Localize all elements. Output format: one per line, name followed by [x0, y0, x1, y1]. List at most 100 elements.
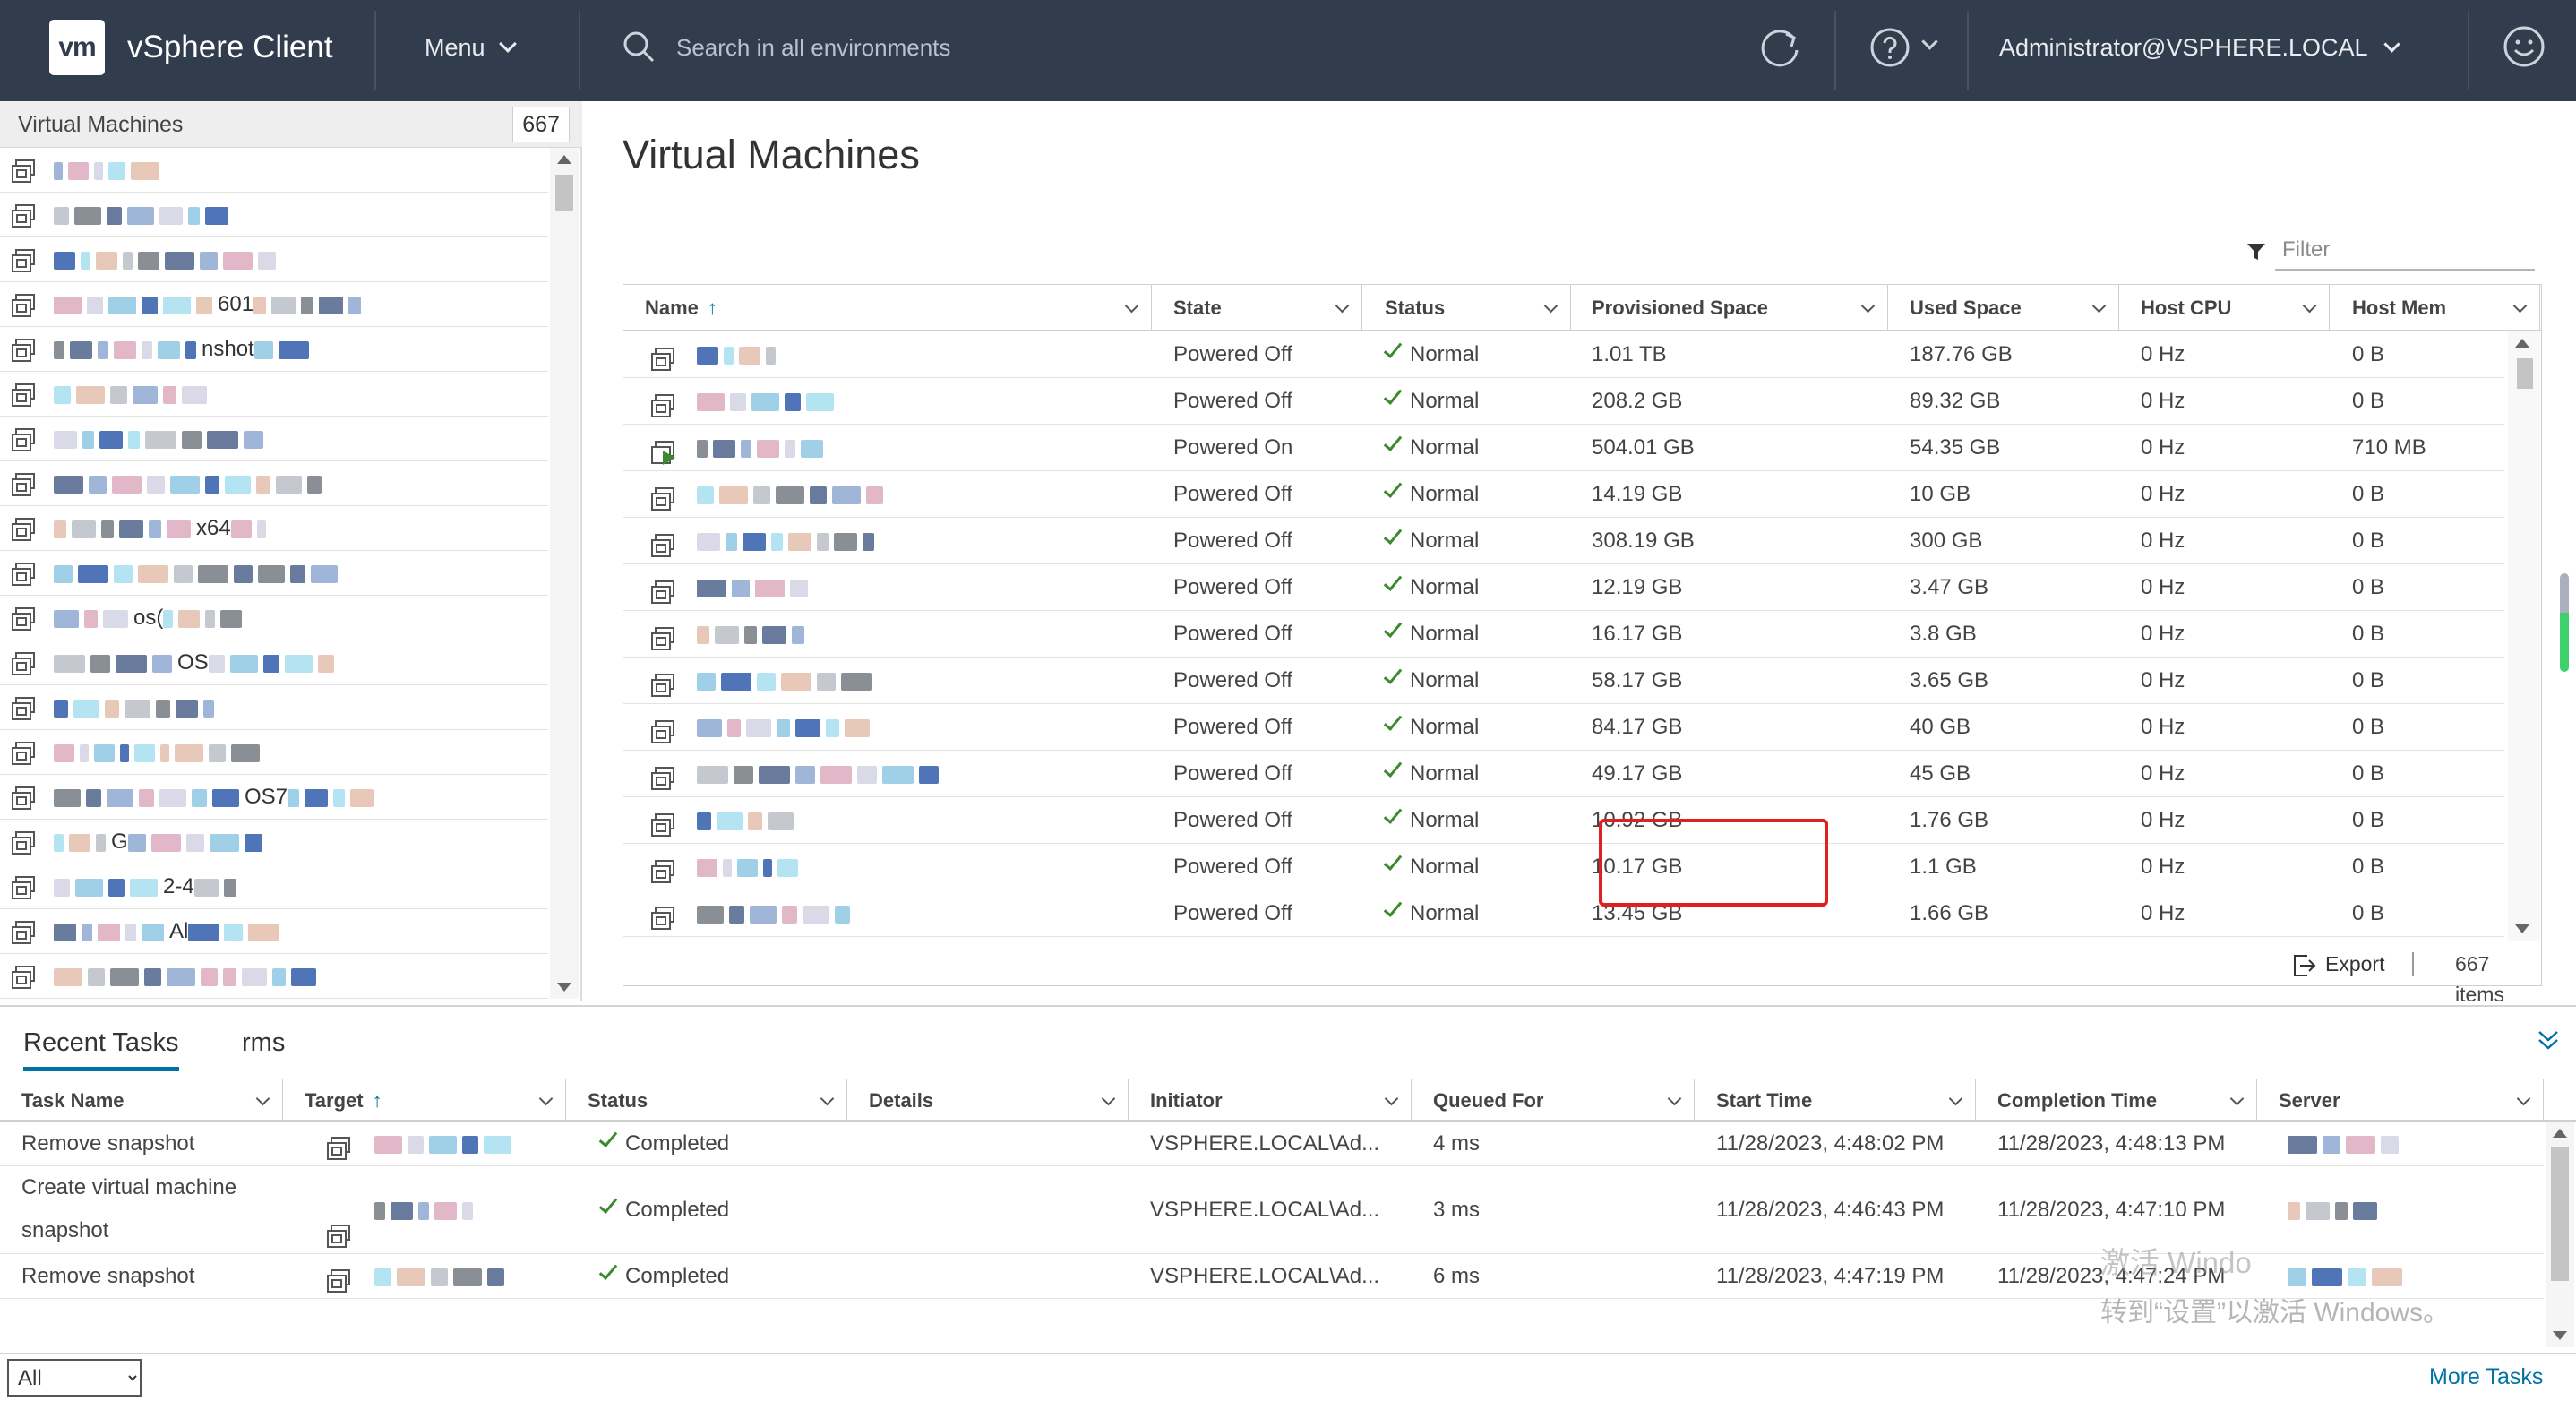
sort-ascending-icon[interactable]: ↑ [707, 297, 717, 319]
task-row[interactable]: Remove snapshot Completed VSPHERE.LOCAL\Ad… [0, 1122, 2544, 1166]
menu-button[interactable]: Menu [425, 25, 517, 70]
vm-name-cell[interactable] [623, 797, 1152, 844]
vm-name-cell[interactable] [623, 518, 1152, 564]
tree-vm-item[interactable] [0, 551, 548, 596]
table-row[interactable]: Powered Off Normal 58.17 GB 3.65 GB 0 Hz 0 B [623, 658, 2504, 704]
chevron-down-icon[interactable] [2091, 298, 2107, 314]
task-column-header-task-name[interactable]: Task Name [0, 1079, 283, 1122]
tab-alarms[interactable]: rms [242, 1025, 285, 1071]
task-target-cell[interactable] [305, 1122, 517, 1166]
tree-vm-item[interactable]: nshot [0, 327, 548, 372]
column-header-status[interactable]: Status [1363, 285, 1571, 331]
column-header-name[interactable]: Name ↑ [623, 285, 1152, 331]
scroll-up-icon[interactable] [2515, 339, 2529, 348]
vm-name-cell[interactable] [623, 704, 1152, 751]
chevron-down-icon[interactable] [820, 1091, 835, 1106]
page-scroll-indicator[interactable] [2560, 573, 2569, 672]
chevron-down-icon[interactable] [1543, 298, 1558, 314]
chevron-down-icon[interactable] [1667, 1091, 1682, 1106]
tree-vm-item[interactable] [0, 193, 548, 237]
collapse-icon[interactable] [2535, 1027, 2562, 1053]
tree-scrollbar[interactable] [550, 148, 579, 999]
export-button[interactable]: Export [2289, 949, 2384, 979]
task-row[interactable]: Create virtual machine snapshot Completed… [0, 1166, 2544, 1254]
scroll-thumb[interactable] [2551, 1147, 2569, 1281]
scroll-thumb[interactable] [555, 175, 573, 211]
column-header-state[interactable]: State [1152, 285, 1362, 331]
tree-vm-item[interactable]: OS [0, 640, 548, 685]
table-row[interactable]: Powered Off Normal 1.01 TB 187.76 GB 0 Hz 0 B [623, 331, 2504, 378]
vm-name-cell[interactable] [623, 751, 1152, 797]
datagrid-scrollbar[interactable] [2508, 331, 2540, 941]
help-icon[interactable] [1869, 27, 1911, 68]
column-header-host-cpu[interactable]: Host CPU [2119, 285, 2330, 331]
tree-vm-item[interactable]: 2-4 [0, 864, 548, 909]
task-column-header-target[interactable]: Target ↑ [283, 1079, 566, 1122]
tree-vm-item[interactable]: os( [0, 596, 548, 640]
table-row[interactable]: Powered Off Normal 16.17 GB 3.8 GB 0 Hz 0 B [623, 611, 2504, 658]
scroll-down-icon[interactable] [2553, 1331, 2567, 1340]
vm-name-cell[interactable] [623, 471, 1152, 518]
chevron-down-icon[interactable] [1101, 1091, 1116, 1106]
table-row[interactable]: Powered On Normal 504.01 GB 54.35 GB 0 Hz 710… [623, 425, 2504, 471]
chevron-down-icon[interactable] [1921, 33, 1938, 50]
task-column-header-completion-time[interactable]: Completion Time [1976, 1079, 2257, 1122]
tasks-scrollbar[interactable] [2546, 1122, 2574, 1347]
column-header-used-space[interactable]: Used Space [1888, 285, 2119, 331]
task-target-cell[interactable] [305, 1254, 510, 1299]
smiley-icon[interactable] [2502, 24, 2546, 69]
vm-name-cell[interactable] [623, 378, 1152, 425]
chevron-down-icon[interactable] [1948, 1091, 1963, 1106]
scroll-down-icon[interactable] [2515, 924, 2529, 933]
task-column-header-start-time[interactable]: Start Time [1695, 1079, 1976, 1122]
table-row[interactable]: Powered Off Normal 10.17 GB 1.1 GB 0 Hz 0 B [623, 844, 2504, 890]
column-header-host-mem[interactable]: Host Mem [2331, 285, 2540, 331]
task-column-header-details[interactable]: Details [847, 1079, 1129, 1122]
sort-ascending-icon[interactable]: ↑ [372, 1089, 382, 1112]
task-column-header-initiator[interactable]: Initiator [1129, 1079, 1412, 1122]
table-row[interactable]: Powered Off Normal 49.17 GB 45 GB 0 Hz 0 B [623, 751, 2504, 797]
tree-vm-item[interactable] [0, 461, 548, 506]
table-row[interactable]: Powered Off Normal 208.2 GB 89.32 GB 0 Hz 0 B [623, 378, 2504, 425]
task-row[interactable]: Remove snapshot Completed VSPHERE.LOCAL\Ad… [0, 1254, 2544, 1299]
task-filter-select[interactable]: All [7, 1359, 142, 1397]
tree-vm-item[interactable] [0, 685, 548, 730]
table-row[interactable]: Powered Off Normal 12.19 GB 3.47 GB 0 Hz 0 B [623, 564, 2504, 611]
table-row[interactable]: Powered Off Normal 14.19 GB 10 GB 0 Hz 0 B [623, 471, 2504, 518]
chevron-down-icon[interactable] [2516, 1091, 2531, 1106]
chevron-down-icon[interactable] [1384, 1091, 1399, 1106]
scroll-down-icon[interactable] [557, 983, 571, 992]
vm-logo[interactable]: vm [49, 20, 105, 75]
chevron-down-icon[interactable] [1335, 298, 1350, 314]
task-target-cell[interactable] [305, 1166, 478, 1254]
app-title[interactable]: vSphere Client [127, 30, 333, 64]
more-tasks-link[interactable]: More Tasks [2429, 1364, 2544, 1389]
table-row[interactable]: Powered Off Normal 308.19 GB 300 GB 0 Hz 0 B [623, 518, 2504, 564]
table-row[interactable]: Powered Off Normal 84.17 GB 40 GB 0 Hz 0 B [623, 704, 2504, 751]
vm-name-cell[interactable] [623, 890, 1152, 937]
chevron-down-icon[interactable] [255, 1091, 270, 1106]
global-search-input[interactable] [676, 25, 1178, 70]
chevron-down-icon[interactable] [1860, 298, 1876, 314]
scroll-up-icon[interactable] [557, 155, 571, 164]
vm-name-cell[interactable] [623, 844, 1152, 890]
column-header-provisioned-space[interactable]: Provisioned Space [1570, 285, 1888, 331]
scroll-thumb[interactable] [2517, 358, 2533, 389]
filter-input[interactable] [2275, 231, 2535, 271]
chevron-down-icon[interactable] [2302, 298, 2317, 314]
vm-name-cell[interactable] [623, 331, 1152, 378]
tree-vm-item[interactable] [0, 237, 548, 282]
tree-vm-item[interactable] [0, 148, 548, 193]
table-row[interactable]: Powered Off Normal 10.92 GB 1.76 GB 0 Hz 0 B [623, 797, 2504, 844]
vm-name-cell[interactable] [623, 425, 1152, 471]
tab-recent-tasks[interactable]: Recent Tasks [23, 1025, 179, 1071]
tree-vm-item[interactable]: Al [0, 909, 548, 954]
tree-vm-item[interactable]: x64 [0, 506, 548, 551]
user-menu-button[interactable]: Administrator@VSPHERE.LOCAL [1999, 25, 2400, 70]
vm-name-cell[interactable] [623, 658, 1152, 704]
scroll-up-icon[interactable] [2553, 1129, 2567, 1138]
search-icon[interactable] [623, 30, 655, 63]
task-column-header-status[interactable]: Status [566, 1079, 847, 1122]
vm-name-cell[interactable] [623, 564, 1152, 611]
chevron-down-icon[interactable] [2512, 298, 2528, 314]
